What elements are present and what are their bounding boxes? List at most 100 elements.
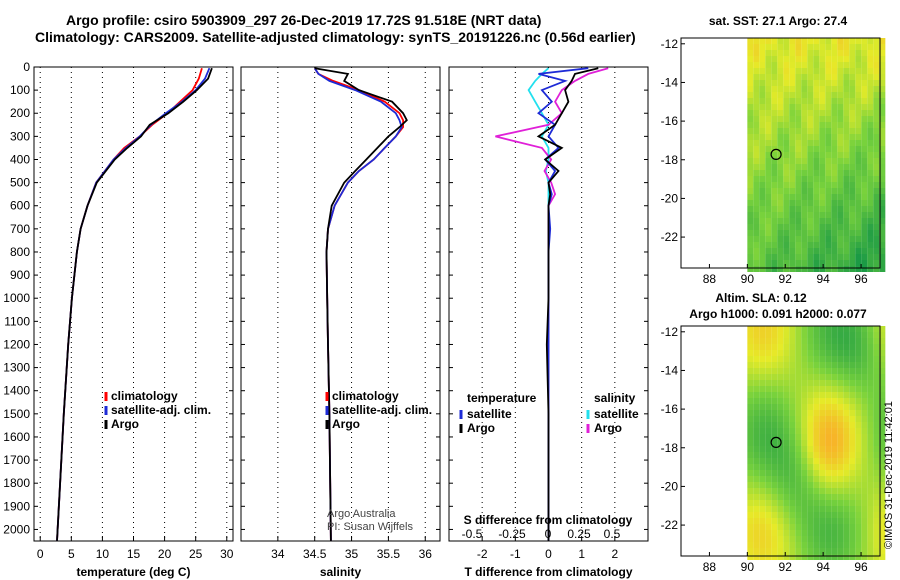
heatmap-cell xyxy=(789,50,796,56)
heatmap-cell xyxy=(837,50,844,56)
heatmap-cell xyxy=(867,404,874,410)
heatmap-cell xyxy=(849,188,856,194)
heatmap-cell xyxy=(807,350,814,356)
credit-pi: PI: Susan Wijffels xyxy=(327,521,413,533)
heatmap-cell xyxy=(795,350,802,356)
heatmap-cell xyxy=(843,428,850,434)
heatmap-cell xyxy=(849,254,856,260)
heatmap-cell xyxy=(759,428,766,434)
heatmap-cell xyxy=(759,506,766,512)
heatmap-cell xyxy=(771,38,778,44)
heatmap-cell xyxy=(861,530,868,536)
heatmap-cell xyxy=(801,464,808,470)
heatmap-cell xyxy=(873,140,880,146)
heatmap-cell xyxy=(819,152,826,158)
heatmap-cell xyxy=(807,260,814,266)
heatmap-cell xyxy=(825,218,832,224)
heatmap-cell xyxy=(825,38,832,44)
diff-s-title: S difference from climatology xyxy=(464,513,633,527)
heatmap-cell xyxy=(765,512,772,518)
heatmap-cell xyxy=(747,482,754,488)
heatmap-cell xyxy=(747,452,754,458)
heatmap-cell xyxy=(831,104,838,110)
heatmap-cell xyxy=(843,218,850,224)
heatmap-cell xyxy=(855,254,862,260)
heatmap-cell xyxy=(771,398,778,404)
heatmap-cell xyxy=(753,188,760,194)
heatmap-cell xyxy=(747,206,754,212)
heatmap-cell xyxy=(777,74,784,80)
heatmap-cell xyxy=(843,254,850,260)
heatmap-cell xyxy=(777,38,784,44)
heatmap-cell xyxy=(783,446,790,452)
heatmap-cell xyxy=(753,548,760,554)
heatmap-cell xyxy=(873,86,880,92)
heatmap-cell xyxy=(831,506,838,512)
heatmap-cell xyxy=(843,524,850,530)
heatmap-cell xyxy=(849,176,856,182)
temperature-series-argo xyxy=(56,67,213,542)
heatmap-cell xyxy=(765,188,772,194)
heatmap-cell xyxy=(771,332,778,338)
heatmap-cell xyxy=(807,554,814,560)
heatmap-cell xyxy=(771,494,778,500)
heatmap-cell xyxy=(849,536,856,542)
heatmap-cell xyxy=(855,92,862,98)
heatmap-cell xyxy=(771,506,778,512)
heatmap-cell xyxy=(813,488,820,494)
heatmap-cell xyxy=(813,134,820,140)
heatmap-cell xyxy=(759,164,766,170)
heatmap-cell xyxy=(879,266,886,272)
heatmap-cell xyxy=(861,494,868,500)
heatmap-cell xyxy=(861,134,868,140)
heatmap-cell xyxy=(795,80,802,86)
heatmap-cell xyxy=(795,542,802,548)
heatmap-cell xyxy=(747,50,754,56)
heatmap-cell xyxy=(777,56,784,62)
heatmap-cell xyxy=(777,224,784,230)
heatmap-cell xyxy=(849,80,856,86)
heatmap-cell xyxy=(813,128,820,134)
heatmap-cell xyxy=(813,470,820,476)
heatmap-cell xyxy=(801,500,808,506)
heatmap-cell xyxy=(759,206,766,212)
heatmap-cell xyxy=(861,128,868,134)
heatmap-cell xyxy=(825,176,832,182)
heatmap-cell xyxy=(759,134,766,140)
heatmap-cell xyxy=(855,470,862,476)
heatmap-cell xyxy=(873,470,880,476)
heatmap-cell xyxy=(849,452,856,458)
heatmap-cell xyxy=(819,368,826,374)
heatmap-cell xyxy=(855,218,862,224)
heatmap-cell xyxy=(873,176,880,182)
heatmap-cell xyxy=(795,344,802,350)
heatmap-cell xyxy=(825,464,832,470)
heatmap-cell xyxy=(753,434,760,440)
heatmap-cell xyxy=(879,542,886,548)
heatmap-cell xyxy=(807,98,814,104)
heatmap-cell xyxy=(747,80,754,86)
heatmap-cell xyxy=(747,62,754,68)
heatmap-cell xyxy=(825,266,832,272)
heatmap-cell xyxy=(747,350,754,356)
heatmap-cell xyxy=(879,206,886,212)
heatmap-cell xyxy=(825,428,832,434)
heatmap-cell xyxy=(879,248,886,254)
heatmap-cell xyxy=(879,422,886,428)
heatmap-cell xyxy=(819,134,826,140)
heatmap-cell xyxy=(801,434,808,440)
heatmap-cell xyxy=(759,476,766,482)
heatmap-cell xyxy=(867,188,874,194)
heatmap-cell xyxy=(867,86,874,92)
heatmap-cell xyxy=(867,470,874,476)
heatmap-cell xyxy=(825,536,832,542)
heatmap-cell xyxy=(867,266,874,272)
heatmap-cell xyxy=(753,164,760,170)
heatmap-cell xyxy=(747,416,754,422)
salinity-xlabel: salinity xyxy=(320,565,362,579)
heatmap-cell xyxy=(867,182,874,188)
heatmap-cell xyxy=(765,542,772,548)
heatmap-cell xyxy=(867,170,874,176)
heatmap-cell xyxy=(819,518,826,524)
heatmap-cell xyxy=(801,398,808,404)
